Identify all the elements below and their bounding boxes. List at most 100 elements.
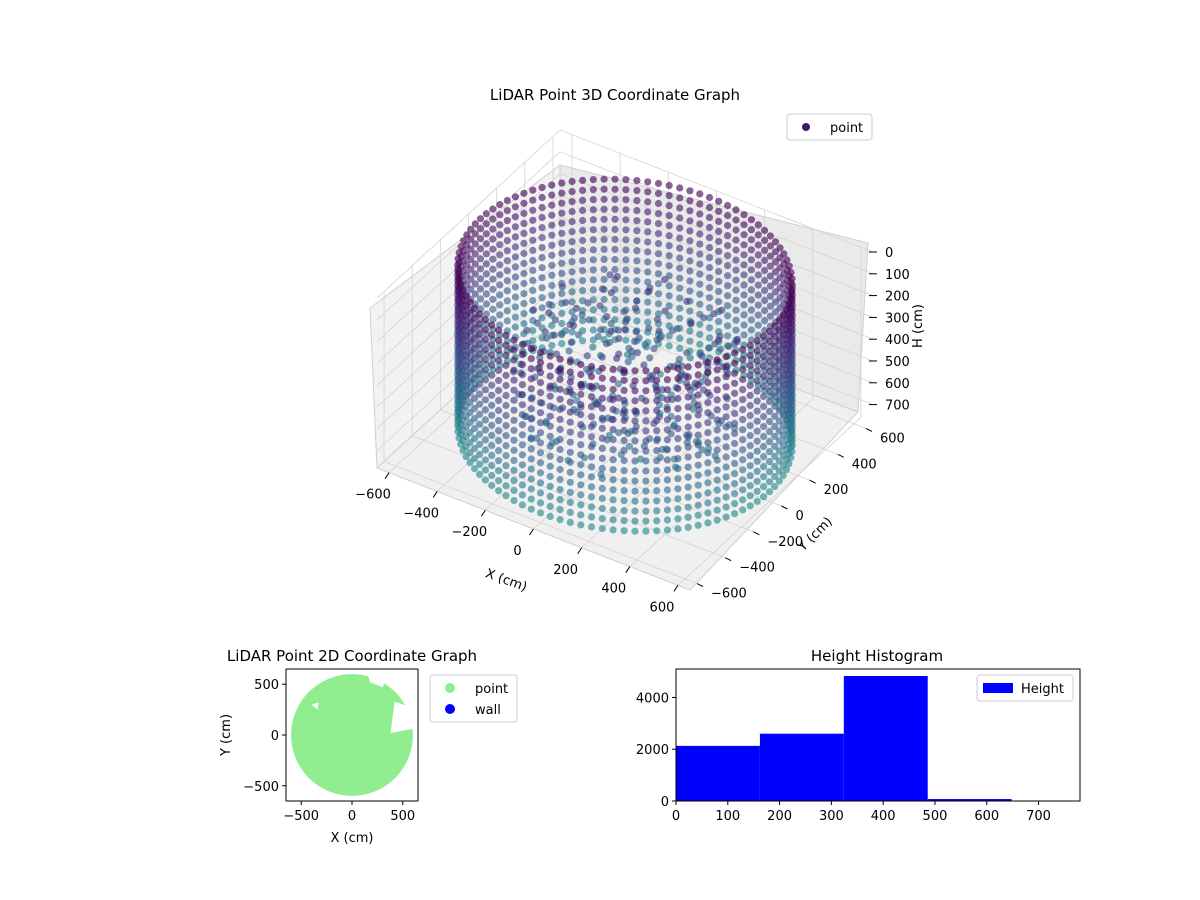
- point-marker: [760, 473, 768, 481]
- point-marker: [684, 443, 692, 451]
- point-marker: [739, 416, 747, 424]
- point-marker: [765, 428, 774, 436]
- point-marker: [724, 312, 732, 320]
- point-marker: [771, 352, 779, 360]
- point-marker: [510, 396, 518, 404]
- point-marker: [740, 301, 748, 309]
- point-marker: [556, 415, 564, 423]
- point-marker: [715, 207, 723, 215]
- point-marker: [488, 431, 496, 439]
- point-marker: [556, 516, 564, 524]
- point-marker: [633, 197, 641, 205]
- point-marker: [642, 507, 650, 515]
- point-marker: [625, 442, 634, 450]
- y-tick-label: −200: [767, 535, 803, 550]
- point-marker: [587, 523, 596, 531]
- point-marker: [488, 401, 496, 409]
- point-marker: [684, 413, 692, 421]
- point-marker: [646, 354, 654, 362]
- point-marker: [704, 459, 712, 467]
- point-marker: [579, 236, 587, 245]
- point-marker: [587, 413, 596, 421]
- point-marker: [724, 332, 732, 340]
- point-marker: [761, 226, 769, 234]
- point-marker: [579, 186, 587, 194]
- point-marker: [704, 509, 712, 517]
- point-marker: [722, 463, 730, 471]
- point-marker: [704, 358, 712, 367]
- point-marker: [587, 383, 596, 391]
- point-marker: [686, 287, 694, 295]
- point-marker: [732, 206, 740, 214]
- point-marker: [785, 262, 793, 270]
- point-marker: [558, 283, 567, 291]
- point-marker: [566, 448, 574, 456]
- point-marker: [663, 376, 672, 384]
- point-marker: [577, 461, 585, 469]
- point-marker: [746, 492, 754, 500]
- point-marker: [674, 435, 682, 443]
- legend-height-swatch: [983, 683, 1013, 693]
- y-tick-label: 0: [796, 509, 804, 524]
- point-marker: [503, 207, 511, 215]
- point-marker: [558, 339, 566, 348]
- point-marker: [558, 209, 566, 217]
- point-marker: [746, 381, 754, 390]
- point-marker: [740, 231, 748, 239]
- point-marker: [568, 218, 576, 226]
- point-marker: [722, 423, 730, 431]
- point-marker: [633, 177, 641, 185]
- point-marker: [766, 282, 775, 290]
- point-marker: [683, 349, 691, 357]
- point-marker: [739, 406, 747, 414]
- point-marker: [731, 470, 739, 478]
- point-marker: [510, 416, 518, 424]
- point-marker: [470, 444, 479, 453]
- point-marker: [696, 240, 704, 248]
- point-marker: [476, 450, 484, 458]
- point-marker: [632, 328, 640, 336]
- point-marker: [715, 227, 723, 235]
- point-marker: [488, 441, 496, 449]
- point-marker: [761, 317, 769, 325]
- point-marker: [775, 477, 783, 485]
- x-tick-label: −600: [355, 488, 391, 503]
- point-marker: [598, 444, 606, 452]
- x-tick: [625, 566, 631, 573]
- point-marker: [566, 428, 574, 436]
- point-marker: [684, 523, 692, 531]
- point-marker: [536, 459, 545, 467]
- point-marker: [674, 515, 682, 523]
- point-marker: [611, 296, 619, 304]
- point-marker: [760, 412, 768, 421]
- point-marker: [739, 506, 747, 514]
- point-marker: [653, 517, 661, 525]
- point-marker: [476, 275, 485, 283]
- point-marker: [653, 417, 661, 425]
- point-marker: [653, 527, 661, 535]
- point-marker: [761, 256, 769, 264]
- point-marker: [676, 294, 684, 302]
- point-marker: [482, 310, 490, 318]
- point-marker: [495, 346, 503, 354]
- point-marker: [684, 513, 692, 521]
- point-marker: [665, 332, 673, 340]
- point-marker: [511, 313, 519, 321]
- point-marker: [740, 211, 748, 219]
- point-marker: [611, 245, 619, 253]
- point-marker: [722, 363, 730, 371]
- point-marker: [611, 195, 619, 203]
- point-marker: [579, 196, 587, 204]
- point-marker: [704, 429, 712, 437]
- point-marker: [654, 310, 663, 318]
- point-marker: [481, 456, 489, 464]
- y-tick: [724, 557, 732, 562]
- point-marker: [740, 261, 748, 269]
- point-marker: [481, 346, 489, 354]
- point-marker: [704, 519, 712, 527]
- point-marker: [488, 481, 496, 490]
- plot-frame-histogram: [675, 668, 1081, 802]
- point-marker: [747, 226, 756, 234]
- point-marker: [520, 310, 528, 318]
- point-marker: [724, 201, 732, 210]
